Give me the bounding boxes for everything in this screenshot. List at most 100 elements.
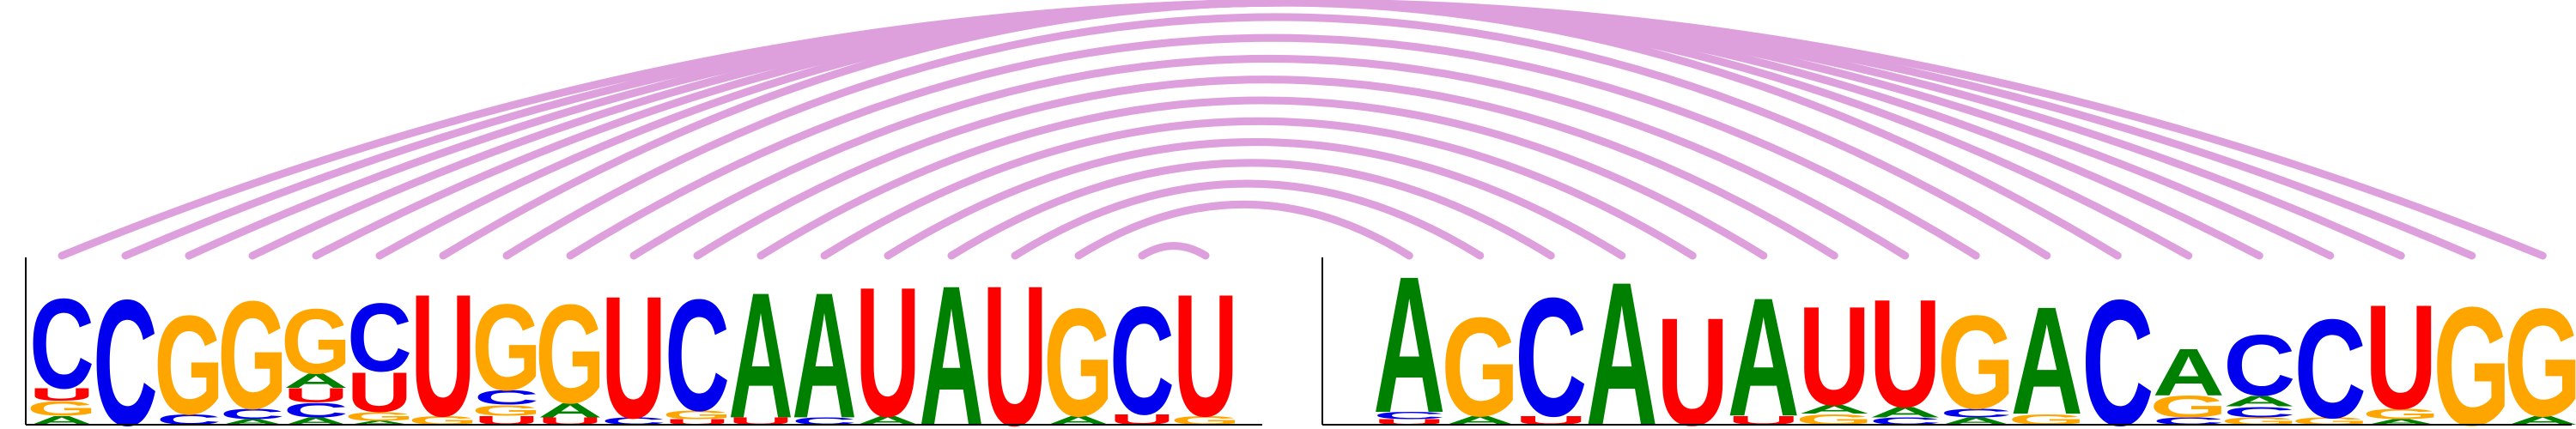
nucleotide-u-glyph: U: [1173, 259, 1237, 429]
nucleotide-g-glyph: G: [1795, 411, 1874, 428]
nucleotide-g-glyph: G: [662, 408, 732, 422]
nucleotide-u-glyph: U: [1109, 411, 1174, 428]
nucleotide-a-glyph: A: [1046, 413, 1110, 427]
left-logo-segment: AGUCCCGACGACUAGAGUCGUUGCGUAGCUUGCUACAAUA…: [27, 245, 1240, 429]
nucleotide-a-glyph: A: [347, 420, 411, 426]
base-pair-arc: [439, 0, 2122, 260]
nucleotide-a-glyph: A: [220, 418, 284, 426]
right-column-17: AG: [2504, 277, 2576, 429]
nucleotide-a-glyph: A: [2153, 335, 2225, 409]
right-column-9: ACG: [1937, 288, 2015, 429]
left-column-19: GU: [1170, 259, 1240, 429]
base-pair-arc: [1011, 179, 1485, 260]
nucleotide-g-glyph: G: [471, 278, 541, 416]
nucleotide-u-glyph: U: [982, 245, 1047, 429]
nucleotide-c-glyph: C: [29, 273, 94, 416]
nucleotide-c-glyph: C: [2081, 263, 2154, 429]
right-column-3: UC: [1515, 263, 1587, 429]
base-pair-arc: [566, 33, 1980, 260]
nucleotide-g-glyph: G: [535, 275, 605, 429]
base-pair-arc: [756, 96, 1768, 260]
nucleotide-a-glyph: A: [792, 256, 856, 429]
nucleotide-g-glyph: G: [1170, 413, 1240, 427]
right-column-6: UA: [1728, 263, 1800, 429]
nucleotide-c-glyph: C: [283, 399, 348, 422]
nucleotide-g-glyph: G: [408, 413, 477, 427]
nucleotide-g-glyph: G: [1441, 289, 1519, 429]
nucleotide-u-glyph: U: [2365, 275, 2437, 429]
nucleotide-a-glyph: A: [1373, 237, 1445, 429]
left-column-4: ACG: [217, 269, 287, 429]
right-column-12: CGA: [2149, 335, 2227, 427]
left-column-7: GU: [408, 259, 477, 429]
nucleotide-c-glyph: C: [220, 405, 284, 422]
nucleotide-g-glyph: G: [2433, 272, 2511, 429]
right-column-15: AGU: [2362, 275, 2440, 429]
left-column-14: AU: [855, 249, 920, 429]
right-column-14: GC: [2291, 291, 2369, 429]
arc-diagram: [58, 0, 2547, 260]
nucleotide-a-glyph: A: [1869, 403, 1941, 420]
nucleotide-u-glyph: U: [347, 361, 411, 424]
nucleotide-u-glyph: U: [1656, 287, 1728, 429]
base-pair-arc: [820, 117, 1697, 260]
nucleotide-u-glyph: U: [1373, 418, 1445, 426]
nucleotide-g-glyph: G: [217, 269, 287, 429]
nucleotide-c-glyph: C: [1109, 275, 1174, 429]
nucleotide-u-glyph: U: [410, 259, 475, 429]
nucleotide-u-glyph: U: [474, 413, 538, 427]
nucleotide-a-glyph: A: [29, 413, 94, 427]
nucleotide-c-glyph: C: [474, 386, 538, 409]
left-column-18: UC: [1109, 275, 1174, 429]
right-column-2: AG: [1441, 289, 1519, 429]
nucleotide-c-glyph: C: [2294, 291, 2366, 429]
left-column-2: C: [93, 263, 157, 429]
left-column-11: UGC: [662, 266, 732, 429]
base-pair-arc: [1138, 242, 1210, 260]
nucleotide-u-glyph: U: [283, 384, 348, 408]
nucleotide-g-glyph: G: [1043, 277, 1113, 429]
nucleotide-g-glyph: G: [281, 290, 350, 393]
base-pair-arc: [502, 13, 2051, 260]
nucleotide-u-glyph: U: [601, 261, 665, 429]
left-column-3: CG: [154, 287, 223, 429]
nucleotide-u-glyph: U: [665, 418, 729, 426]
base-pair-arc: [884, 138, 1626, 260]
nucleotide-c-glyph: C: [93, 263, 157, 429]
nucleotide-g-glyph: G: [154, 287, 223, 429]
left-column-16: U: [982, 245, 1047, 429]
nucleotide-c-glyph: C: [2223, 317, 2295, 414]
right-column-5: U: [1656, 287, 1728, 429]
nucleotide-a-glyph: A: [1728, 263, 1800, 429]
left-column-17: AG: [1043, 277, 1113, 429]
base-pair-arc: [693, 76, 1838, 260]
right-column-16: G: [2433, 272, 2511, 429]
right-column-11: C: [2081, 263, 2154, 429]
nucleotide-a-glyph: A: [2365, 418, 2437, 426]
right-column-8: CAU: [1869, 268, 1941, 429]
nucleotide-g-glyph: G: [2149, 390, 2227, 424]
right-column-1: UCA: [1373, 237, 1445, 429]
right-column-7: GAU: [1795, 278, 1874, 429]
base-pair-arc: [947, 159, 1555, 260]
left-column-10: CU: [601, 261, 665, 429]
nucleotide-c-glyph: C: [665, 266, 729, 429]
nucleotide-g-glyph: G: [2008, 411, 2086, 428]
nucleotide-a-glyph: A: [728, 256, 793, 429]
nucleotide-c-glyph: C: [156, 411, 221, 428]
nucleotide-u-glyph: U: [855, 249, 920, 429]
nucleotide-a-glyph: A: [919, 245, 983, 429]
left-column-13: CA: [792, 256, 856, 429]
nucleotide-c-glyph: C: [1940, 406, 2012, 420]
nucleotide-c-glyph: C: [2223, 403, 2295, 420]
nucleotide-g-glyph: G: [2362, 405, 2440, 422]
left-column-12: UA: [728, 256, 793, 429]
nucleotide-c-glyph: C: [1373, 410, 1445, 421]
base-pair-arc: [1074, 200, 1413, 260]
right-column-10: GA: [2008, 275, 2086, 429]
